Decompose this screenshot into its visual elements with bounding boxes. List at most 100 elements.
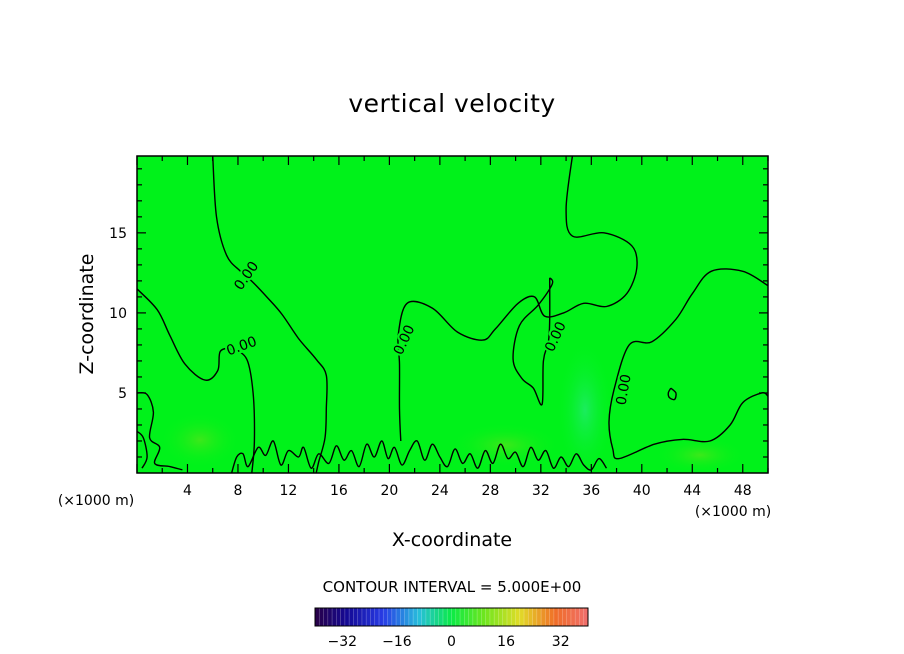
- colorbar-swatch: [323, 608, 329, 626]
- colorbar-swatch: [455, 608, 461, 626]
- y-axis-title: Z-coordinate: [76, 254, 98, 375]
- colorbar-swatch: [378, 608, 384, 626]
- colorbar-swatch: [408, 608, 414, 626]
- zero-contours: [137, 156, 768, 473]
- colorbar-swatch: [464, 608, 469, 626]
- colorbar-swatch: [541, 608, 546, 626]
- x-tick-label: 20: [380, 483, 398, 499]
- colorbar-swatch: [332, 608, 337, 626]
- colorbar-swatch: [430, 608, 435, 626]
- contour-interval: CONTOUR INTERVAL = 5.000E+00: [323, 578, 582, 596]
- colorbar-swatch: [442, 608, 448, 626]
- y-tick-label: 15: [109, 226, 127, 242]
- colorbar-swatch: [387, 608, 393, 626]
- colorbar-swatch: [558, 608, 563, 626]
- field-shade-warm-right: [450, 423, 560, 467]
- x-unit-left: (×1000 m): [58, 493, 134, 509]
- colorbar-tick-labels: −32 −16 0 16 32: [328, 634, 570, 650]
- colorbar-swatch: [566, 608, 572, 626]
- colorbar-swatch: [404, 608, 410, 626]
- field-background: [137, 156, 768, 473]
- colorbar-swatch: [519, 608, 525, 626]
- y-axis-ticks: 5 10 15: [109, 168, 768, 458]
- colorbar-swatch: [315, 608, 320, 626]
- x-tick-label: 4: [183, 483, 192, 499]
- x-tick-label: 24: [431, 483, 449, 499]
- colorbar-swatch: [421, 608, 427, 626]
- plot-frame: [136, 155, 769, 474]
- colorbar-swatch: [447, 608, 452, 626]
- x-tick-label: 12: [280, 483, 298, 499]
- field-shade-cool: [557, 340, 613, 473]
- colorbar-swatch: [506, 608, 512, 626]
- x-tick-label: 8: [233, 483, 242, 499]
- x-axis-title: X-coordinate: [392, 529, 512, 551]
- colorbar-swatch: [472, 608, 478, 626]
- colorbar-swatch: [570, 608, 576, 626]
- zero-contour-line: [137, 430, 148, 469]
- colorbar-swatch: [583, 608, 589, 626]
- colorbar-swatch: [357, 608, 363, 626]
- colorbar-swatch: [494, 608, 499, 626]
- x-unit-right: (×1000 m): [695, 504, 771, 520]
- colorbar-swatch: [579, 608, 585, 626]
- x-tick-label: 40: [633, 483, 651, 499]
- colorbar-swatch: [353, 608, 358, 626]
- colorbar-frame: [314, 607, 589, 627]
- colorbar-swatch: [374, 608, 380, 626]
- colorbar-tick-label: 32: [552, 634, 570, 650]
- colorbar-swatch: [477, 608, 482, 626]
- x-tick-label: 48: [734, 483, 752, 499]
- colorbar: [314, 607, 589, 627]
- surface-contour-line: [230, 440, 608, 473]
- colorbar-swatch: [413, 608, 418, 626]
- colorbar-swatch: [549, 608, 555, 626]
- colorbar-swatch: [327, 608, 333, 626]
- colorbar-swatch: [340, 608, 346, 626]
- colorbar-swatch: [511, 608, 516, 626]
- colorbar-swatch: [498, 608, 503, 626]
- x-tick-label: 36: [582, 483, 600, 499]
- x-tick-label: 16: [330, 483, 348, 499]
- colorbar-swatch: [528, 608, 533, 626]
- zero-contour-line: [137, 391, 183, 471]
- colorbar-swatch: [396, 608, 401, 626]
- colorbar-swatch: [481, 608, 486, 626]
- x-axis-ticks: 4 8 12 16 20 24 28 32 36 40 44 48: [136, 156, 769, 499]
- colorbar-tick-label: −32: [328, 634, 358, 650]
- zero-contour-line: [512, 277, 554, 406]
- plot-area: [137, 156, 768, 473]
- surface-contours: [230, 440, 608, 473]
- colorbar-swatch: [361, 608, 367, 626]
- colorbar-swatch: [336, 608, 341, 626]
- colorbar-swatch: [553, 608, 559, 626]
- colorbar-tick-label: −16: [382, 634, 412, 650]
- x-tick-label: 32: [532, 483, 550, 499]
- x-tick-label: 44: [683, 483, 701, 499]
- colorbar-swatch: [391, 608, 397, 626]
- colorbar-swatch: [460, 608, 465, 626]
- zero-contour-line: [212, 156, 328, 473]
- colorbar-swatch: [417, 608, 422, 626]
- colorbar-swatch: [468, 608, 474, 626]
- colorbar-swatch: [575, 608, 580, 626]
- colorbar-tick-label: 16: [497, 634, 515, 650]
- colorbar-swatch: [536, 608, 542, 626]
- zero-contour-line: [137, 288, 256, 473]
- zero-contour-line: [667, 387, 677, 401]
- y-tick-label: 10: [109, 306, 127, 322]
- colorbar-swatch: [451, 608, 457, 626]
- field-shade-warm-left: [160, 412, 240, 468]
- colorbar-swatch: [349, 608, 354, 626]
- colorbar-swatch: [515, 608, 521, 626]
- colorbar-swatch: [370, 608, 376, 626]
- colorbar-swatch: [319, 608, 324, 626]
- colorbar-swatch: [434, 608, 440, 626]
- zero-contour-line: [397, 156, 638, 442]
- colorbar-tick-label: 0: [447, 634, 456, 650]
- colorbar-swatch: [524, 608, 529, 626]
- colorbar-swatch: [438, 608, 444, 626]
- field-shade-warm-low: [655, 437, 745, 473]
- colorbar-swatch: [485, 608, 491, 626]
